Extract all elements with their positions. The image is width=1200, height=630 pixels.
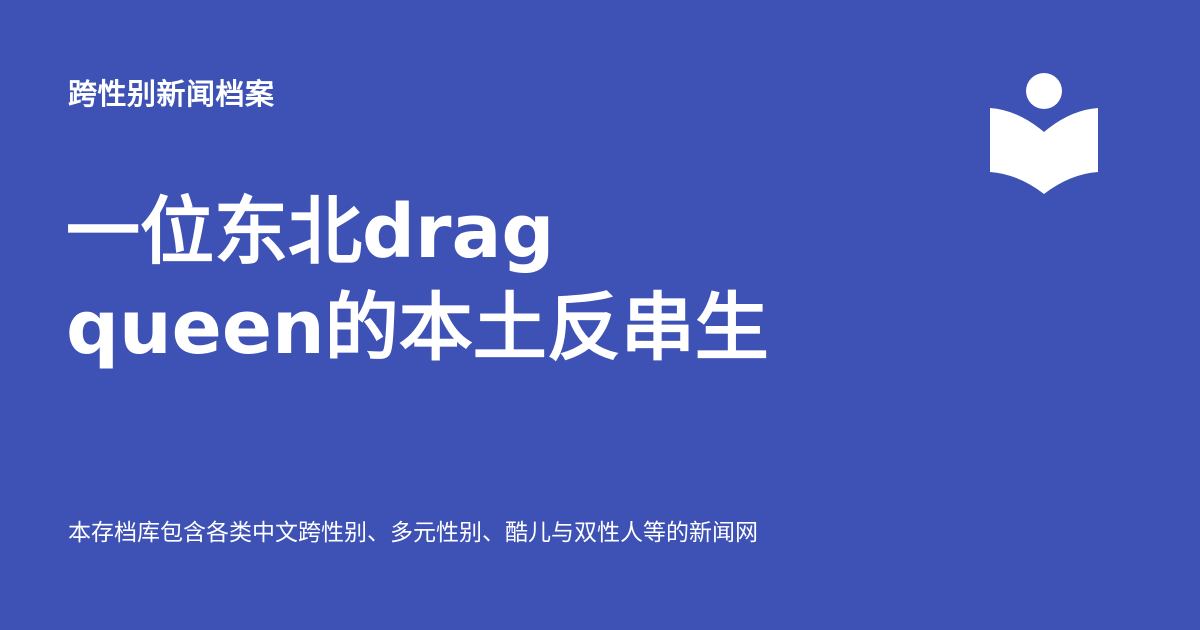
reader-book-icon xyxy=(990,73,1098,194)
site-name: 跨性别新闻档案 xyxy=(68,77,275,111)
article-title: 一位东北drag queen的本土反串生 xyxy=(66,184,926,376)
article-title-line-1: 一位东北drag xyxy=(66,189,555,275)
archive-description: 本存档库包含各类中文跨性别、多元性别、酷儿与双性人等的新闻网 xyxy=(68,520,758,546)
article-title-line-2: queen的本土反串生 xyxy=(66,285,769,371)
